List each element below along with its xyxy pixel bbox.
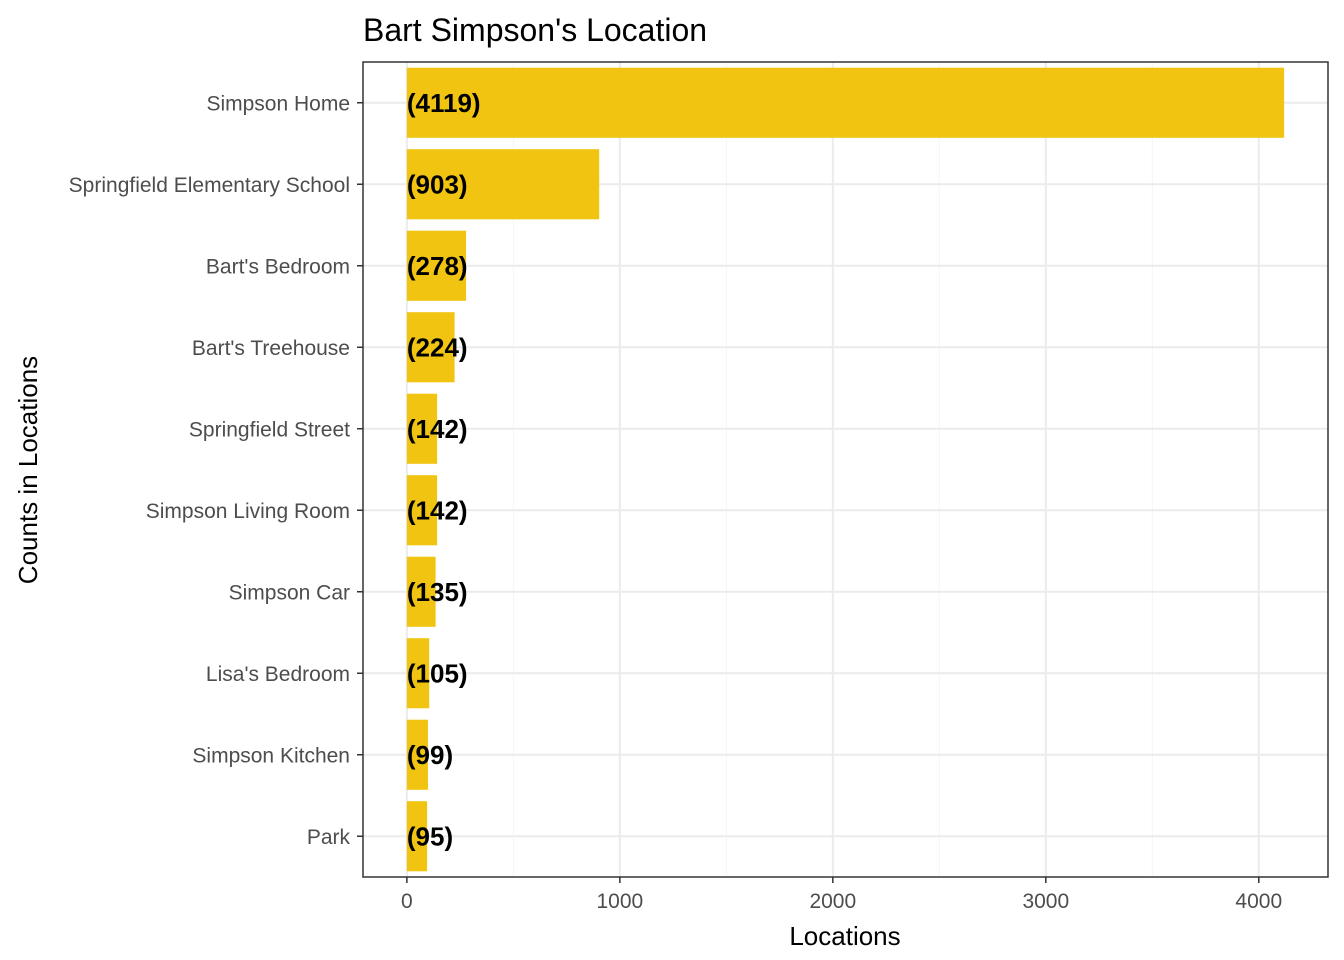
y-tick-label: Bart's Bedroom [206,255,350,278]
y-tick-label: Simpson Home [206,92,350,115]
y-tick-label: Springfield Street [189,418,350,441]
data-label: (278) [407,251,468,281]
data-label: (99) [407,740,453,770]
bar [406,556,436,627]
data-label: (105) [407,658,468,688]
y-tick-label: Simpson Living Room [146,500,350,523]
x-tick-label: 2000 [809,890,856,913]
data-label: (142) [407,414,468,444]
y-tick-label: Lisa's Bedroom [206,663,350,686]
y-tick-label: Bart's Treehouse [192,337,350,360]
panel-border [362,61,1329,878]
data-label: (142) [407,495,468,525]
data-labels-group: (4119) (903) (278) (224) (142) (142) (135) (105… [407,88,481,852]
bar [406,67,1285,138]
y-tick-label: Simpson Car [229,581,350,604]
data-label: (903) [407,169,468,199]
data-label: (4119) [407,88,481,118]
y-tick-label: Springfield Elementary School [69,174,350,197]
bar [406,393,438,464]
bar [406,230,467,301]
x-axis: 0 1000 2000 3000 4000 [401,877,1282,913]
x-axis-title: Locations [789,921,900,951]
bar [406,638,430,709]
y-tick-label: Park [307,826,351,849]
bar [406,312,455,383]
data-label: (135) [407,577,468,607]
data-label: (95) [407,821,453,851]
bar [406,475,438,546]
y-axis-title: Counts in Locations [13,356,43,584]
x-tick-label: 1000 [596,890,643,913]
x-tick-label: 4000 [1235,890,1282,913]
bar [406,719,428,790]
data-label: (224) [407,332,468,362]
y-tick-label: Simpson Kitchen [192,744,350,767]
bar [406,149,600,220]
chart-title: Bart Simpson's Location [363,12,707,48]
x-tick-label: 0 [401,890,413,913]
x-tick-label: 3000 [1022,890,1069,913]
y-axis: Simpson Home Springfield Elementary Schoo… [69,92,363,849]
bars-group [406,67,1285,872]
bar [406,801,428,872]
